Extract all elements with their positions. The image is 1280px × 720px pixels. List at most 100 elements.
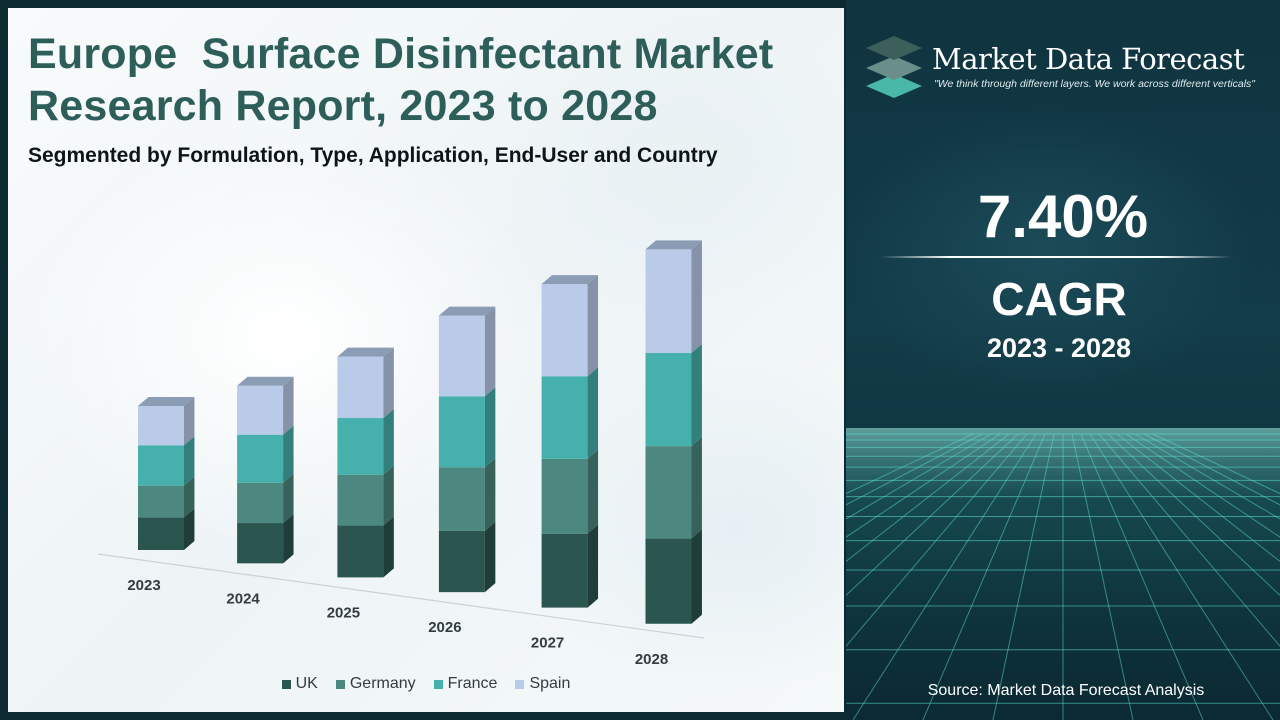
bar-top-2027 xyxy=(541,275,599,285)
bar-side-spain-2025 xyxy=(383,347,394,419)
chart-legend: UK Germany France Spain xyxy=(8,672,844,696)
bar-segment-france-2027 xyxy=(541,376,588,459)
grid-v-line-17 xyxy=(1125,433,1280,538)
bar-segment-france-2028 xyxy=(645,353,692,447)
bar-segment-france-2025 xyxy=(337,418,384,475)
legend-item-france: France xyxy=(433,675,498,693)
source-note: Source: Market Data Forecast Analysis xyxy=(927,682,1205,699)
bar-side-uk-2026 xyxy=(484,521,496,593)
grid-v-line-20 xyxy=(1152,433,1280,495)
bar-group-2028 xyxy=(645,240,702,624)
bar-segment-germany-2026 xyxy=(438,467,485,531)
bar-segment-uk-2023 xyxy=(138,517,184,550)
title-line-1: Europe Surface Disinfectant Market xyxy=(28,30,774,78)
bar-group-2027 xyxy=(541,275,599,608)
bar-side-uk-2023 xyxy=(184,508,195,550)
bar-side-germany-2024 xyxy=(283,473,294,524)
legend-label-spain: Spain xyxy=(529,675,571,692)
report-title: Europe Surface Disinfectant Market Resea… xyxy=(28,28,828,132)
cagr-divider xyxy=(880,256,1232,258)
bar-side-spain-2023 xyxy=(184,397,195,446)
title-line-2: Research Report, 2023 to 2028 xyxy=(28,82,658,130)
bar-segment-uk-2024 xyxy=(237,523,284,564)
grid-v-line-4 xyxy=(846,433,1010,563)
bar-segment-uk-2026 xyxy=(438,530,485,593)
bar-side-uk-2025 xyxy=(383,516,394,578)
x-tick-label-2026: 2026 xyxy=(428,619,461,636)
bar-side-france-2026 xyxy=(484,387,496,468)
bar-top-2028 xyxy=(645,240,702,250)
x-tick-label-2025: 2025 xyxy=(327,604,360,621)
bar-segment-spain-2027 xyxy=(541,284,588,377)
grid-v-line-16 xyxy=(1116,433,1280,563)
bar-segment-spain-2025 xyxy=(337,356,384,419)
bar-segment-france-2024 xyxy=(237,434,284,483)
bar-side-spain-2028 xyxy=(691,240,702,354)
grid-v-line-14 xyxy=(1098,433,1280,647)
bar-side-france-2028 xyxy=(691,344,702,447)
grid-v-line-7 xyxy=(852,433,1037,720)
bar-segment-spain-2028 xyxy=(645,249,692,354)
perspective-grid-graphic xyxy=(846,428,1280,720)
legend-swatch-uk xyxy=(281,679,291,689)
report-panel: Europe Surface Disinfectant Market Resea… xyxy=(8,8,844,712)
x-axis-floor-line xyxy=(97,553,705,639)
grid-v-line-6 xyxy=(846,433,1028,647)
bar-segment-uk-2027 xyxy=(541,533,588,608)
bar-side-spain-2024 xyxy=(283,376,294,435)
bar-segment-france-2026 xyxy=(438,396,485,468)
bar-segment-spain-2024 xyxy=(237,385,284,435)
bar-segment-spain-2026 xyxy=(438,315,485,397)
legend-label-france: France xyxy=(447,675,498,692)
bar-group-2025 xyxy=(337,347,394,578)
bar-side-germany-2027 xyxy=(587,449,599,534)
bar-side-france-2025 xyxy=(383,409,394,475)
grid-v-line-9 xyxy=(992,433,1055,720)
legend-swatch-france xyxy=(433,679,443,689)
bar-side-germany-2028 xyxy=(691,437,702,539)
bar-segment-germany-2028 xyxy=(645,446,692,539)
bar-segment-uk-2028 xyxy=(645,538,692,624)
report-subtitle: Segmented by Formulation, Type, Applicat… xyxy=(28,144,718,167)
grid-v-line-8 xyxy=(922,433,1046,720)
bar-top-2023 xyxy=(138,397,195,406)
grid-v-line-18 xyxy=(1134,433,1280,520)
grid-v-line-11 xyxy=(1071,433,1134,720)
cagr-label: CAGR xyxy=(991,273,1127,325)
grid-v-line-1 xyxy=(846,433,983,506)
stacked-bar-chart: 2023 2024 2025 2026 2027 2028 xyxy=(97,240,705,668)
x-tick-label-2027: 2027 xyxy=(531,635,564,652)
legend-swatch-spain xyxy=(515,679,525,689)
bar-segment-germany-2025 xyxy=(337,474,384,526)
x-tick-label-2028: 2028 xyxy=(635,651,668,668)
bar-side-uk-2024 xyxy=(283,514,294,564)
bar-top-2026 xyxy=(438,306,496,316)
grid-v-line-0 xyxy=(846,433,974,495)
brand-tagline: "We think through different layers. We w… xyxy=(934,78,1256,90)
bar-side-france-2024 xyxy=(283,425,294,483)
bar-segment-france-2023 xyxy=(138,445,184,486)
grid-v-line-12 xyxy=(1080,433,1204,720)
bar-group-2024 xyxy=(237,376,294,564)
legend-label-uk: UK xyxy=(295,675,318,692)
bar-side-uk-2027 xyxy=(587,524,599,608)
grid-v-line-2 xyxy=(846,433,992,520)
bar-side-spain-2027 xyxy=(587,275,599,377)
legend-item-spain: Spain xyxy=(515,675,570,693)
bar-top-2024 xyxy=(237,376,294,386)
grid-v-line-15 xyxy=(1107,433,1280,596)
grid-v-line-13 xyxy=(1089,433,1274,720)
bar-side-germany-2023 xyxy=(184,476,195,518)
bar-top-2025 xyxy=(337,347,394,357)
bar-side-france-2023 xyxy=(184,436,195,486)
brand-name: Market Data Forecast xyxy=(932,42,1245,76)
bar-segment-germany-2023 xyxy=(138,485,184,518)
bar-group-2023 xyxy=(138,397,195,550)
legend-swatch-germany xyxy=(335,679,345,689)
x-tick-label-2024: 2024 xyxy=(226,590,260,607)
bar-segment-spain-2023 xyxy=(138,406,184,446)
bar-segment-germany-2024 xyxy=(237,482,284,524)
grid-v-line-3 xyxy=(846,433,1001,538)
bar-group-2026 xyxy=(438,306,496,593)
bar-side-germany-2025 xyxy=(383,465,394,526)
